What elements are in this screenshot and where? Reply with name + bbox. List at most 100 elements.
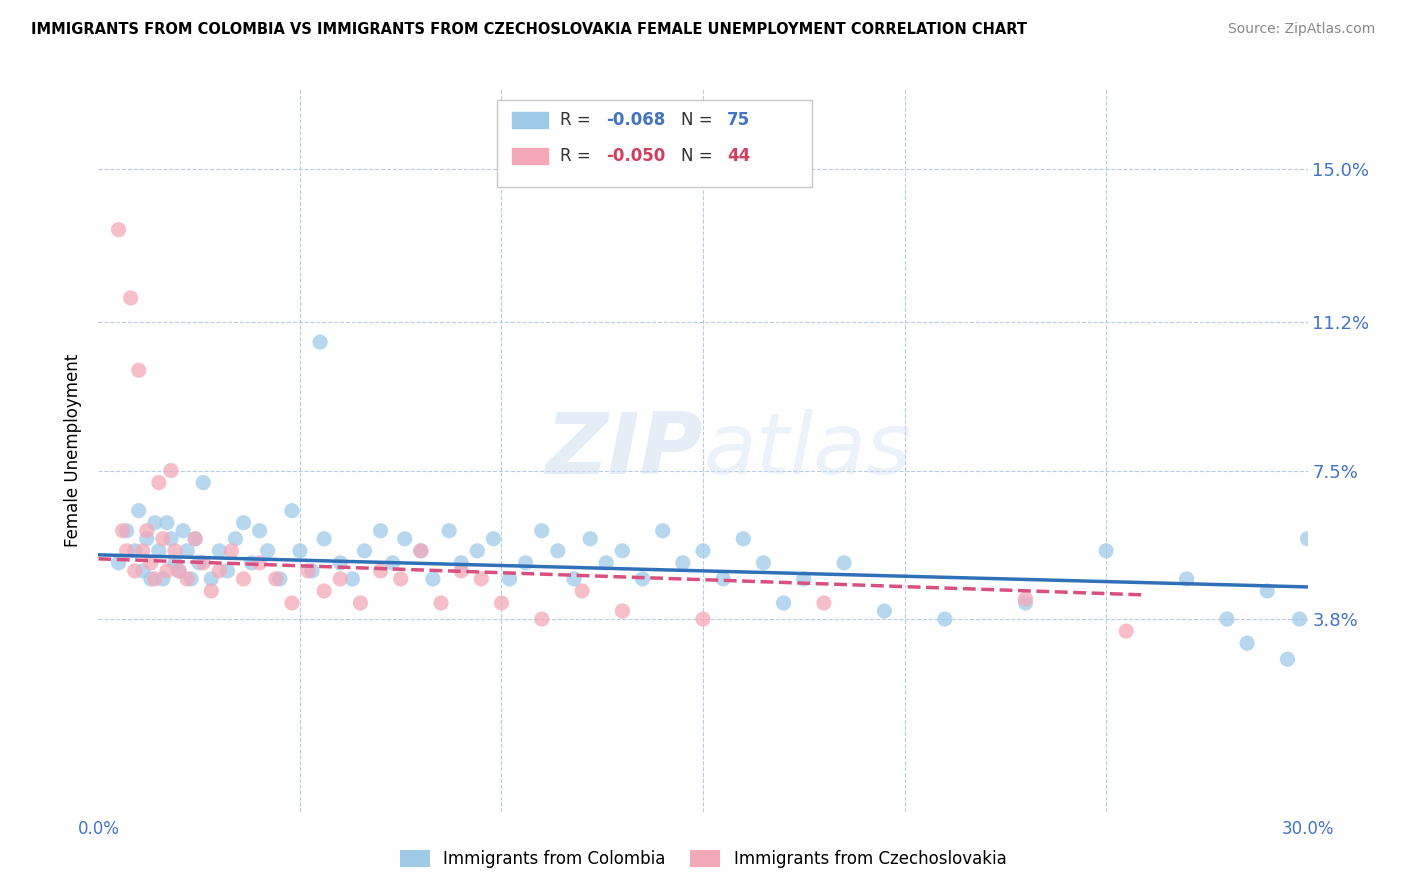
Point (1095, 544, 1118, 558)
Point (160, 464, 183, 478)
Point (180, 572, 202, 586)
Point (167, 564, 190, 578)
Point (200, 572, 222, 586)
Point (160, 532, 183, 546)
Point (1277, 652, 1299, 666)
Point (208, 544, 231, 558)
Point (1216, 612, 1239, 626)
Point (1236, 636, 1258, 650)
Point (873, 604, 896, 618)
Point (132, 564, 155, 578)
Point (547, 544, 569, 558)
Point (832, 556, 855, 570)
Point (370, 524, 392, 538)
Point (143, 572, 166, 586)
Point (256, 544, 278, 558)
Point (281, 596, 304, 610)
Point (530, 524, 553, 538)
Point (176, 572, 198, 586)
Point (167, 564, 190, 578)
Point (156, 564, 179, 578)
Point (269, 572, 291, 586)
Point (301, 564, 323, 578)
Point (221, 544, 243, 558)
Point (135, 532, 157, 546)
Point (465, 544, 488, 558)
Point (579, 532, 602, 546)
Text: R =: R = (561, 147, 596, 165)
Text: IMMIGRANTS FROM COLOMBIA VS IMMIGRANTS FROM CZECHOSLOVAKIA FEMALE UNEMPLOYMENT C: IMMIGRANTS FROM COLOMBIA VS IMMIGRANTS F… (31, 22, 1026, 37)
Point (1014, 596, 1036, 610)
Point (249, 556, 271, 570)
Text: R =: R = (561, 112, 596, 129)
Point (107, 223, 129, 237)
Point (651, 524, 673, 538)
Point (288, 544, 311, 558)
Text: atlas: atlas (703, 409, 911, 492)
Point (1115, 624, 1137, 639)
Point (208, 564, 231, 578)
Point (422, 572, 444, 586)
Point (200, 584, 222, 599)
Point (491, 596, 513, 610)
Point (232, 516, 254, 530)
Point (163, 556, 186, 570)
Point (172, 524, 194, 538)
Point (409, 544, 432, 558)
Text: -0.050: -0.050 (606, 147, 665, 165)
Point (752, 556, 775, 570)
Point (482, 532, 505, 546)
Point (115, 544, 138, 558)
Point (1288, 612, 1310, 626)
Point (111, 524, 134, 538)
Point (631, 572, 654, 586)
FancyBboxPatch shape (498, 100, 811, 186)
Point (184, 532, 207, 546)
Point (156, 516, 179, 530)
Point (139, 556, 162, 570)
Point (772, 596, 794, 610)
Point (188, 556, 211, 570)
Point (329, 572, 352, 586)
Point (193, 556, 215, 570)
Point (381, 556, 404, 570)
Point (217, 564, 239, 578)
Point (132, 544, 155, 558)
Point (176, 544, 198, 558)
Point (470, 572, 492, 586)
Legend: Immigrants from Colombia, Immigrants from Czechoslovakia: Immigrants from Colombia, Immigrants fro… (392, 843, 1014, 875)
Text: -0.068: -0.068 (606, 112, 665, 129)
Point (152, 532, 174, 546)
Point (353, 544, 375, 558)
Point (595, 556, 617, 570)
Point (152, 572, 174, 586)
Point (314, 584, 336, 599)
Point (394, 532, 416, 546)
Point (128, 503, 150, 517)
Point (498, 572, 520, 586)
Point (1296, 532, 1319, 546)
Y-axis label: Female Unemployment: Female Unemployment (65, 354, 83, 547)
Point (1256, 584, 1278, 599)
Point (184, 532, 207, 546)
Point (409, 544, 432, 558)
Text: Source: ZipAtlas.com: Source: ZipAtlas.com (1227, 22, 1375, 37)
Point (692, 612, 714, 626)
Text: N =: N = (682, 112, 718, 129)
Point (124, 544, 146, 558)
Point (163, 544, 186, 558)
Text: 44: 44 (727, 147, 751, 165)
Point (107, 556, 129, 570)
Point (120, 291, 142, 305)
Point (329, 556, 352, 570)
Point (1014, 592, 1036, 607)
Point (224, 532, 246, 546)
Text: N =: N = (682, 147, 718, 165)
Point (692, 544, 714, 558)
Point (349, 596, 371, 610)
Point (437, 524, 460, 538)
Point (128, 363, 150, 377)
Point (124, 564, 146, 578)
Point (562, 572, 585, 586)
Point (309, 335, 332, 350)
